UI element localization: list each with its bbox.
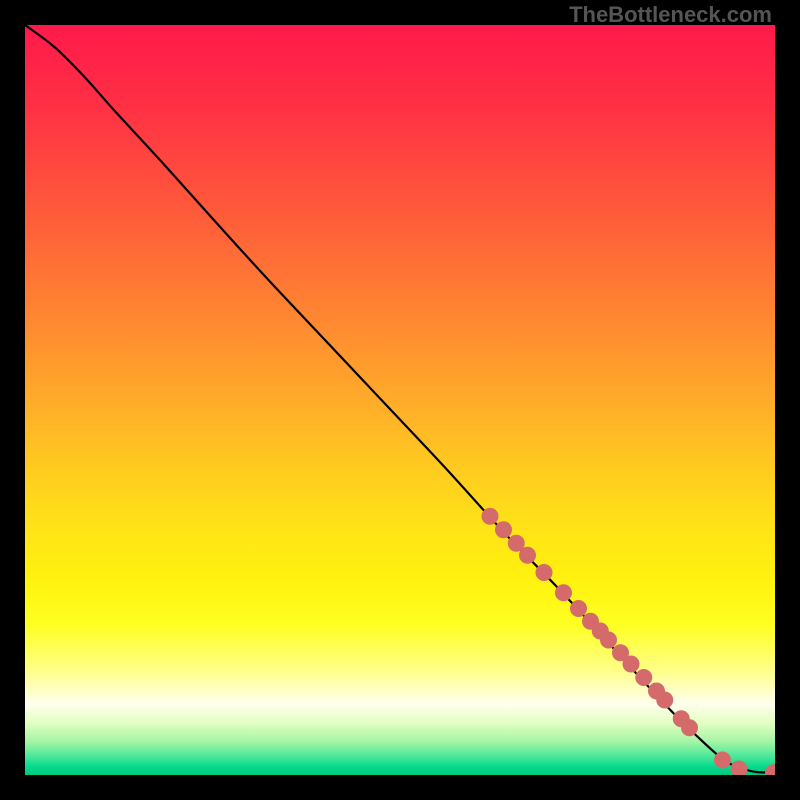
marker-dot — [536, 565, 552, 581]
marker-dot — [731, 761, 747, 775]
marker-dot — [556, 585, 572, 601]
chart-svg — [25, 25, 775, 775]
marker-dot — [496, 522, 512, 538]
chart-plot-area — [25, 25, 775, 775]
marker-dot — [571, 601, 587, 617]
marker-dot — [682, 720, 698, 736]
marker-dot — [657, 692, 673, 708]
chart-background — [25, 25, 775, 775]
marker-dot — [623, 656, 639, 672]
marker-dot — [601, 632, 617, 648]
marker-dot — [520, 547, 536, 563]
marker-dot — [508, 535, 524, 551]
marker-dot — [636, 670, 652, 686]
marker-dot — [482, 508, 498, 524]
marker-dot — [715, 752, 731, 768]
